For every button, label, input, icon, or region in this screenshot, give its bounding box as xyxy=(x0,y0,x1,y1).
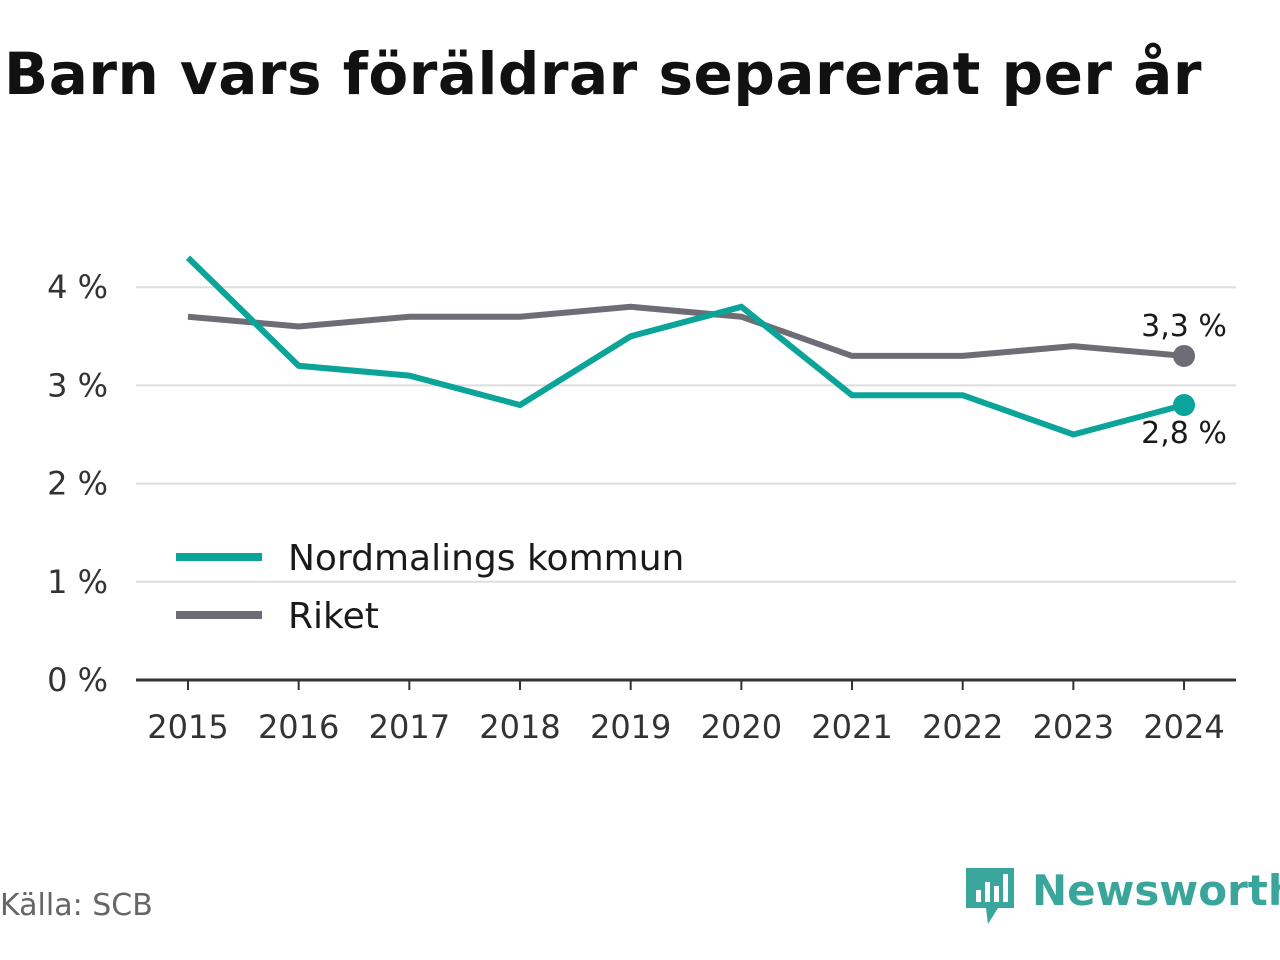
line-chart: 0 % 1 % 2 % 3 % 4 % 2015 2016 2017 2018 2019 2020… xyxy=(47,255,1236,746)
x-tick-label: 2022 xyxy=(922,708,1003,746)
x-tick-label: 2018 xyxy=(479,708,560,746)
chart-title: Barn vars föräldrar separerat per år xyxy=(4,40,1202,108)
series-line xyxy=(185,255,1185,438)
x-tick-label: 2015 xyxy=(147,708,228,746)
x-tick-label: 2020 xyxy=(701,708,782,746)
x-axis: 2015 2016 2017 2018 2019 2020 2021 2022 2023 2024 xyxy=(136,678,1236,746)
x-tick-label: 2021 xyxy=(811,708,892,746)
y-tick-label: 1 % xyxy=(47,563,108,601)
logo-text: Newsworthy xyxy=(1032,866,1280,915)
series-line xyxy=(187,303,1185,359)
end-value-label: 3,3 % xyxy=(1141,309,1227,344)
legend-label: Nordmalings kommun xyxy=(288,538,684,579)
newsworthy-logo-icon xyxy=(966,868,1014,924)
y-tick-label: 0 % xyxy=(47,661,108,699)
y-axis: 0 % 1 % 2 % 3 % 4 % xyxy=(47,268,108,699)
x-tick-label: 2024 xyxy=(1143,708,1224,746)
x-tick-label: 2023 xyxy=(1033,708,1114,746)
series-lines: 3,3 % 2,8 % xyxy=(185,255,1227,451)
grid-lines xyxy=(136,286,1236,583)
y-tick-label: 4 % xyxy=(47,268,108,306)
x-tick-label: 2017 xyxy=(369,708,450,746)
x-tick-label: 2016 xyxy=(258,708,339,746)
end-point-marker xyxy=(1173,394,1196,417)
x-tick-label: 2019 xyxy=(590,708,671,746)
brand-logo[interactable]: Newsworthy xyxy=(964,864,1280,928)
source-note: Källa: SCB xyxy=(0,888,153,923)
legend: Nordmalings kommun Riket xyxy=(164,528,706,637)
y-tick-label: 2 % xyxy=(47,465,108,503)
y-tick-label: 3 % xyxy=(47,366,108,404)
legend-label: Riket xyxy=(288,596,379,637)
end-point-marker xyxy=(1173,344,1196,367)
end-value-label: 2,8 % xyxy=(1141,416,1227,451)
